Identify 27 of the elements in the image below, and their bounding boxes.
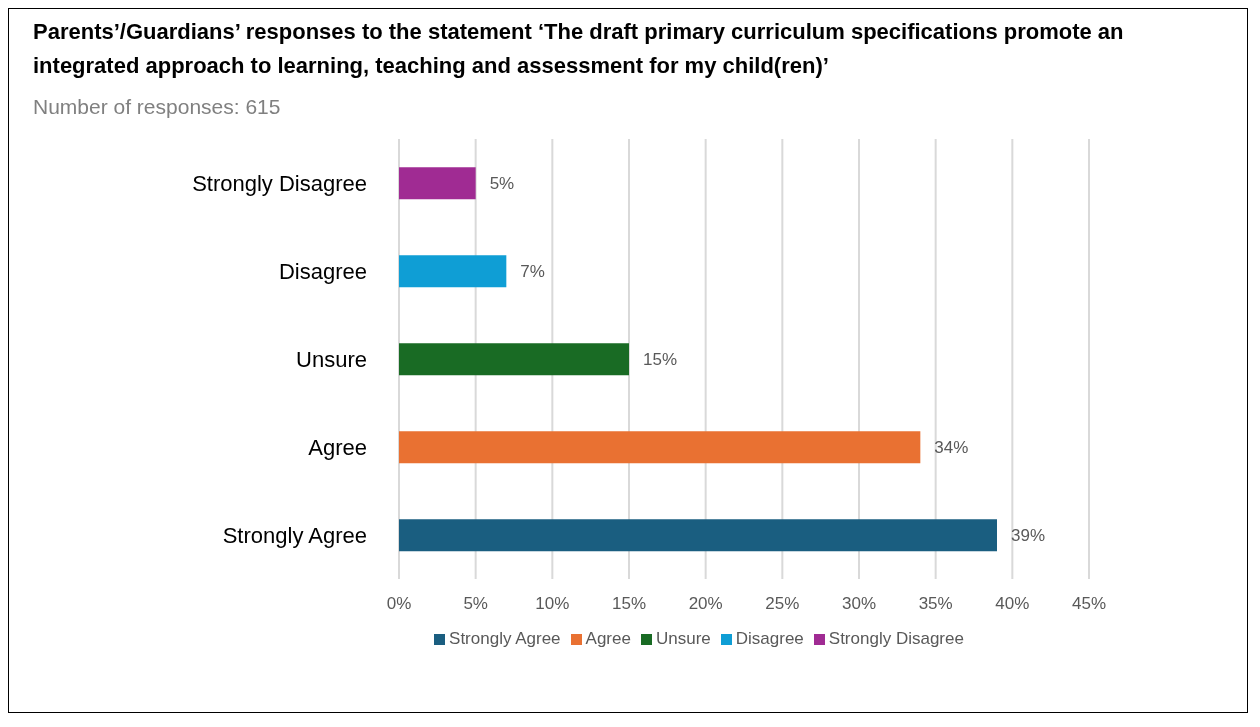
data-label: 39% xyxy=(1011,526,1046,546)
data-label: 15% xyxy=(643,350,678,370)
text: Number of responses: 615 xyxy=(32,94,282,119)
x-tick-label: 15% xyxy=(611,594,647,614)
data-label: 5% xyxy=(489,174,515,194)
x-tick-label: 30% xyxy=(841,594,877,614)
legend-label: Unsure xyxy=(655,629,711,648)
y-tick-label: Disagree xyxy=(278,258,367,284)
data-label: 7% xyxy=(520,262,545,282)
y-tick-label: Unsure xyxy=(296,346,367,372)
data-label: 34% xyxy=(934,438,969,458)
legend-label: Disagree xyxy=(735,629,804,648)
x-tick-label: 40% xyxy=(995,594,1030,614)
legend-label: Strongly Agree xyxy=(449,629,561,648)
x-tick-label: 25% xyxy=(765,594,800,614)
legend-label: Strongly Disagree xyxy=(828,629,964,648)
y-tick-label: Agree xyxy=(308,434,367,460)
chart-title: Parents’/Guardians’ responses to the statement ‘The draft primary curriculum specifications promote an integrated approach to learning, teaching and assessment for my child(ren)’ xyxy=(32,18,1125,80)
x-tick-label: 20% xyxy=(688,594,723,614)
x-tick-label: 0% xyxy=(386,594,412,614)
legend-label: Agree xyxy=(585,629,631,648)
x-tick-label: 45% xyxy=(1071,594,1107,614)
x-tick-label: 10% xyxy=(535,594,570,614)
y-tick-label: Strongly Agree xyxy=(222,522,367,548)
x-tick-label: 35% xyxy=(918,594,953,614)
y-tick-label: Strongly Disagree xyxy=(192,170,367,196)
x-tick-label: 5% xyxy=(463,594,488,614)
